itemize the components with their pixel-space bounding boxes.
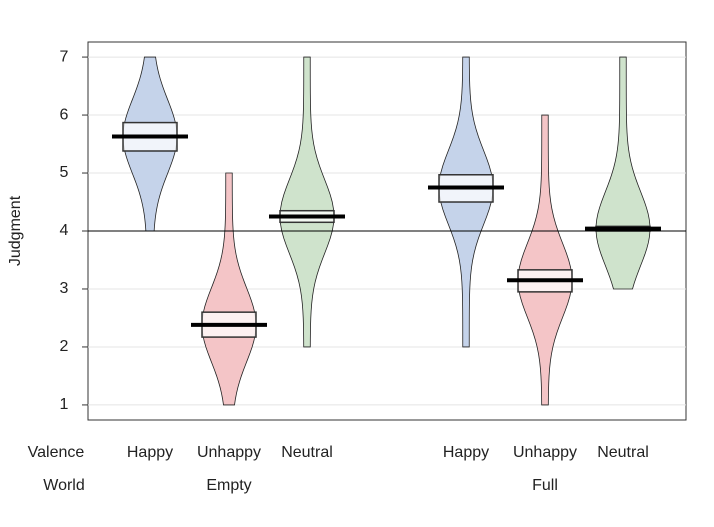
y-tick-label: 4	[60, 222, 69, 239]
y-tick-label: 1	[60, 396, 69, 413]
valence-label: Unhappy	[197, 444, 261, 461]
violin	[517, 114, 573, 406]
y-tick-label: 2	[60, 338, 69, 355]
valence-label: Happy	[127, 444, 173, 461]
y-tick-label: 6	[60, 106, 69, 123]
y-tick-label: 5	[60, 164, 69, 181]
row-label: Valence	[28, 444, 85, 461]
world-label: Empty	[206, 477, 251, 494]
y-axis-label: Judgment	[7, 195, 24, 266]
y-tick-label: 7	[60, 48, 69, 65]
row-label: World	[43, 477, 85, 494]
valence-label: Happy	[443, 444, 489, 461]
y-tick-label: 3	[60, 280, 69, 297]
world-label: Full	[532, 477, 558, 494]
valence-label: Neutral	[597, 444, 649, 461]
violin	[279, 56, 335, 348]
valence-label: Neutral	[281, 444, 333, 461]
valence-label: Unhappy	[513, 444, 577, 461]
